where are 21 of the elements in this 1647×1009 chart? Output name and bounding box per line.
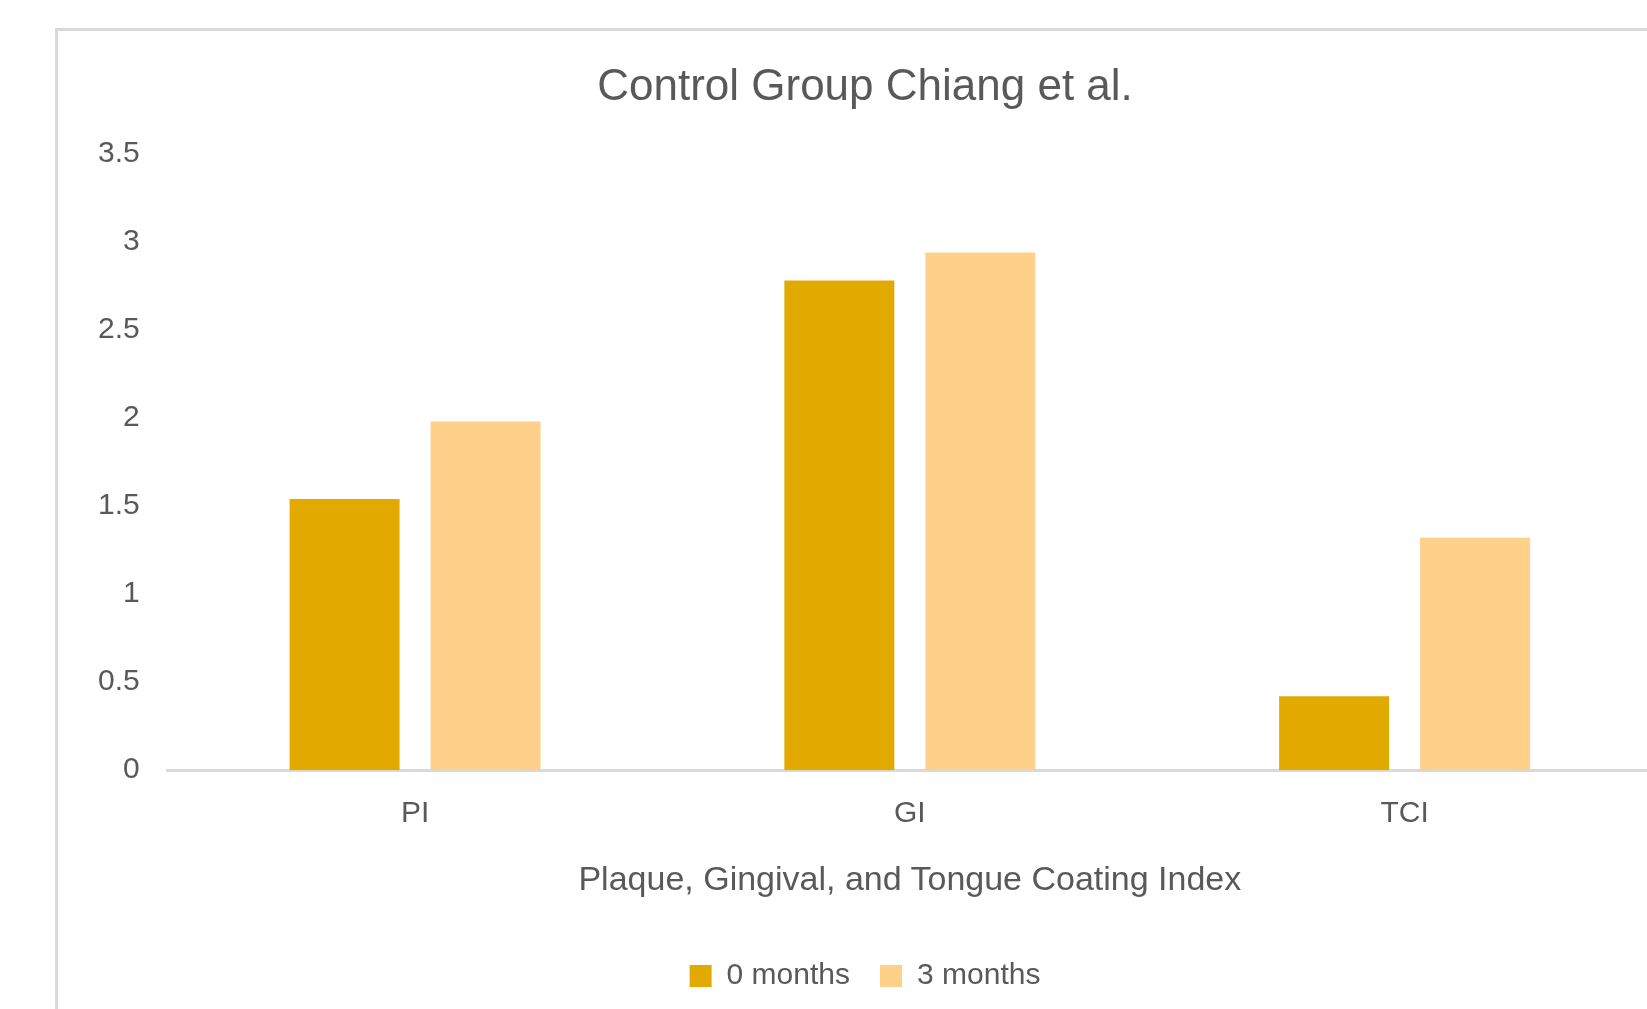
bar [289,498,400,771]
bar [1279,696,1390,771]
legend-label: 0 months [726,957,851,991]
bar [784,280,895,771]
y-tick-label: 2 [123,399,140,433]
y-tick-label: 0 [123,751,140,785]
y-tick-label: 3 [123,223,140,257]
legend-label: 3 months [917,957,1041,991]
x-tick-label: GI [894,795,926,829]
y-tick-label: 0.5 [97,663,140,697]
y-tick-label: 1.5 [97,487,140,521]
bar [925,252,1036,771]
bar [430,421,541,771]
chart-title: Control Group Chiang et al. [597,59,1133,109]
y-tick-label: 1 [123,575,140,609]
bar [1420,537,1531,771]
x-tick-label: PI [400,795,430,829]
x-tick-label: TCI [1380,795,1429,829]
x-axis-title: Plaque, Gingival, and Tongue Coating Index [578,858,1242,897]
y-tick-label: 2.5 [97,311,140,345]
y-tick-label: 3.5 [97,135,140,169]
